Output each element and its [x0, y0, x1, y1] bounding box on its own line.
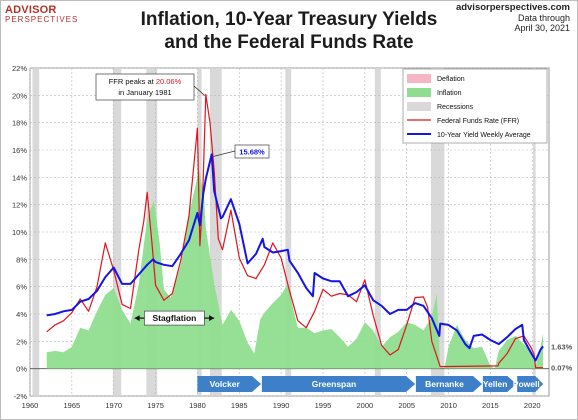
source-site: advisorperspectives.com [455, 2, 570, 13]
y-tick-label: 2% [16, 337, 27, 346]
legend-swatch [407, 88, 431, 97]
fed-chair-label: Yellen [483, 379, 508, 389]
yield-peak-pointer [213, 150, 236, 157]
end-ffr-label: 0.07% [551, 364, 573, 373]
fed-chair-arrow [482, 376, 517, 392]
recession-band [285, 68, 292, 396]
legend-label: Inflation [437, 90, 462, 97]
x-tick-label: 1995 [315, 401, 332, 410]
legend: Deflation Inflation Recessions Federal Fund… [402, 68, 548, 144]
x-tick-label: 1965 [64, 401, 81, 410]
legend-swatch [407, 102, 431, 111]
x-tick-label: 2000 [356, 401, 373, 410]
x-tick-label: 2020 [524, 401, 541, 410]
fed-chair-label: Greenspan [312, 379, 356, 389]
logo-line-1: ADVISOR [5, 4, 57, 16]
ffr-peak-box [95, 73, 195, 101]
fed-chair-label: Bernanke [425, 379, 464, 389]
y-tick-label: 10% [12, 228, 27, 237]
title-line-2: and the Federal Funds Rate [164, 32, 414, 53]
end-yield-label: 1.63% [551, 342, 573, 351]
y-tick-label: 18% [12, 119, 27, 128]
recession-band [374, 68, 381, 396]
y-tick-label: 12% [12, 201, 27, 210]
fed-chair-arrows: Volcker Greenspan Bernanke Yellen Powell [197, 376, 544, 392]
ffr-peak-line-2: in January 1981 [118, 88, 171, 97]
ffr-peak-pointer [193, 85, 206, 96]
x-tick-label: 2015 [482, 401, 499, 410]
rate-lines [46, 93, 544, 369]
y-tick-label: 6% [16, 283, 27, 292]
x-tick-label: 1970 [105, 401, 122, 410]
axes: -2% 0% 2% 4% 6% 8% 10% 12% 14% 16% 18% 20% 22% 1960 19… [12, 64, 541, 410]
legend-label: Recessions [437, 104, 474, 111]
logo-line-2: PERSPECTIVES [5, 15, 79, 24]
fed-chair-label: Volcker [210, 379, 241, 389]
yield-peak-label: 15.68% [239, 148, 265, 157]
y-tick-label: 0% [16, 365, 27, 374]
chart-title: Inflation, 10-Year Treasury Yields and t… [0, 8, 578, 54]
fed-chair-arrow [261, 376, 416, 392]
ffr-peak-value: 20.06% [156, 77, 182, 86]
legend-label: Deflation [437, 76, 465, 83]
brand-logo: ADVISOR PERSPECTIVES [5, 4, 78, 24]
ffr-peak-line-1: FFR peaks at 20.06% [109, 77, 182, 86]
y-tick-label: 22% [12, 64, 27, 73]
fed-chair-arrow [415, 376, 483, 392]
y-tick-label: 14% [12, 173, 27, 182]
x-tick-label: 2010 [440, 401, 457, 410]
x-tick-label: 1960 [22, 401, 39, 410]
fed-chair-arrow [197, 376, 262, 392]
y-tick-label: 16% [12, 146, 27, 155]
x-tick-label: 2005 [398, 401, 415, 410]
annotations: FFR peaks at 20.06% in January 1981 15.68%… [95, 73, 573, 373]
title-line-1: Inflation, 10-Year Treasury Yields [140, 9, 438, 30]
source-date: April 30, 2021 [514, 23, 570, 33]
x-tick-label: 1985 [231, 401, 248, 410]
x-tick-label: 1990 [273, 401, 290, 410]
stagflation-arrowhead-right [209, 315, 215, 322]
legend-label: Federal Funds Rate (FFR) [437, 118, 519, 125]
y-tick-label: 4% [16, 310, 27, 319]
recession-band [112, 68, 122, 396]
yield-peak-box [234, 144, 270, 159]
legend-label: 10-Year Yield Weekly Average [437, 132, 531, 139]
legend-swatch [407, 74, 431, 83]
stagflation-label: Stagflation [152, 313, 196, 323]
fed-chair-label: Powell [513, 379, 540, 389]
y-tick-label: -2% [14, 392, 28, 401]
fed-chair-arrow [517, 376, 544, 392]
stagflation-arrowhead-left [134, 315, 140, 322]
treasury-yield-line [46, 153, 544, 362]
y-tick-label: 8% [16, 255, 27, 264]
y-tick-label: 20% [12, 91, 27, 100]
source-note: advisorperspectives.com Data through Apr… [455, 2, 570, 34]
x-tick-label: 1975 [147, 401, 164, 410]
ffr-peak-prefix: FFR peaks at [109, 77, 156, 86]
source-date-label: Data through [517, 13, 570, 23]
x-tick-label: 1980 [189, 401, 206, 410]
